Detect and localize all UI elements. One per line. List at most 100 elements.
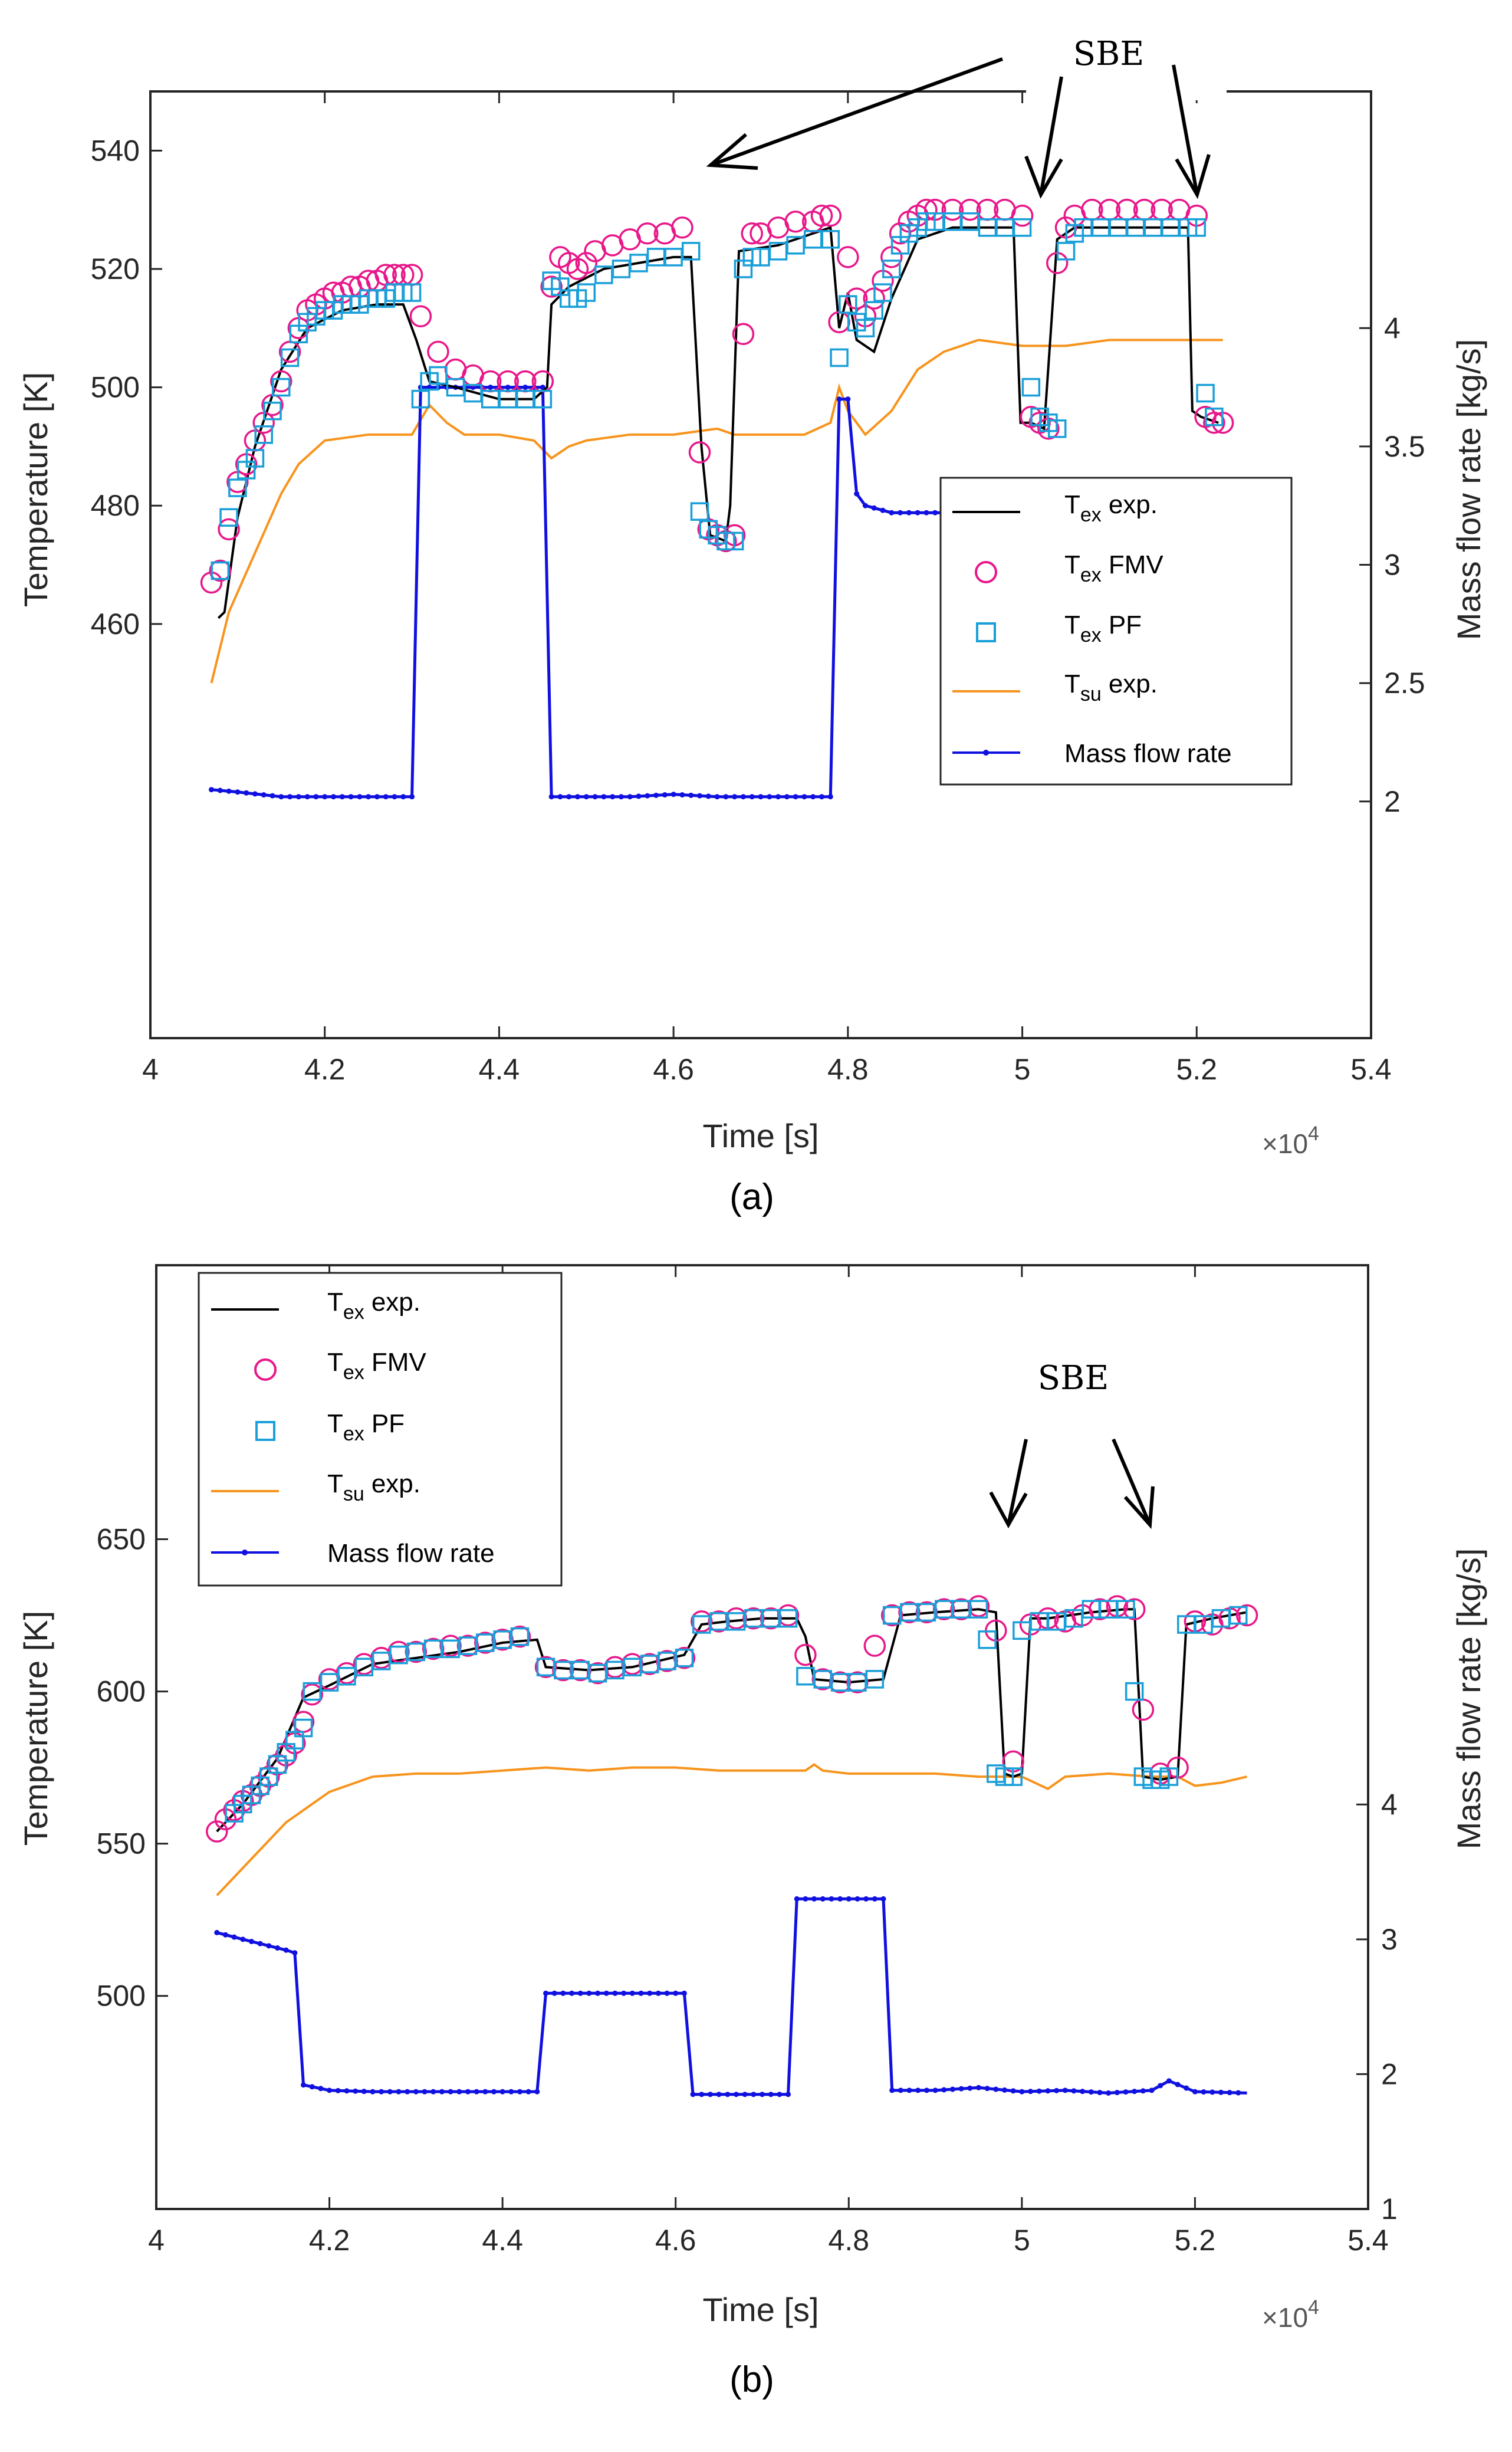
x-tick-label-a: 4.6 bbox=[653, 1053, 694, 1086]
series-pf-point-a bbox=[856, 319, 875, 337]
series-pf-point-a bbox=[1047, 419, 1067, 438]
series-fmv-point-a bbox=[784, 210, 807, 233]
y-right-tick-label-b: 1 bbox=[1381, 2192, 1398, 2225]
series-pf-point-a bbox=[429, 366, 448, 385]
series-mass-flow-point-b bbox=[491, 2089, 497, 2095]
sbe-arrows-a bbox=[706, 57, 1211, 199]
series-mass-flow-point-a bbox=[566, 794, 572, 800]
series-mass-flow-point-a bbox=[801, 794, 807, 800]
series-mass-flow-point-b bbox=[551, 1990, 557, 1996]
series-mass-flow-point-b bbox=[1227, 2090, 1232, 2096]
series-mass-flow-point-a bbox=[592, 794, 598, 800]
series-fmv-point-a bbox=[810, 204, 833, 227]
legend-a-label-tex-exp: Tex exp. bbox=[1064, 490, 1158, 526]
series-mass-flow-point-a bbox=[854, 491, 860, 497]
series-mass-flow-point-a bbox=[827, 794, 833, 800]
series-pf-point-a bbox=[402, 283, 422, 302]
series-mass-flow-point-b bbox=[751, 2092, 757, 2098]
series-mass-flow-point-a bbox=[810, 794, 816, 800]
series-pf-point-a bbox=[690, 502, 709, 521]
series-mass-flow-point-a bbox=[209, 787, 214, 793]
series-fmv-point-a bbox=[941, 198, 964, 221]
series-mass-flow-point-a bbox=[845, 396, 851, 402]
series-mass-flow-point-b bbox=[768, 2092, 774, 2098]
series-mass-flow-point-b bbox=[699, 2092, 705, 2098]
series-mass-flow-point-b bbox=[1002, 2087, 1007, 2093]
series-pf-point-b bbox=[675, 1649, 694, 1668]
series-mass-flow-point-b bbox=[1192, 2089, 1198, 2095]
series-mass-flow-point-a bbox=[775, 794, 781, 800]
series-pf-point-a bbox=[830, 348, 849, 367]
sbe-annotation-b: SBE bbox=[1038, 1359, 1109, 1397]
series-mass-flow-point-a bbox=[793, 794, 798, 800]
series-mass-flow-point-b bbox=[690, 2092, 696, 2098]
series-mass-flow-point-b bbox=[1088, 2089, 1094, 2095]
series-mass-flow-point-a bbox=[618, 794, 624, 800]
series-pf-point-b bbox=[294, 1718, 313, 1738]
legend-a-label-fmv: Tex FMV bbox=[1064, 550, 1163, 586]
series-mass-flow-point-b bbox=[231, 1934, 237, 1940]
series-mass-flow-point-b bbox=[1209, 2089, 1215, 2095]
series-mass-flow-point-b bbox=[413, 2089, 419, 2095]
series-mass-flow-point-b bbox=[898, 2087, 903, 2093]
series-pf-point-a bbox=[219, 508, 238, 527]
series-mass-flow-point-b bbox=[301, 2082, 307, 2088]
series-mass-flow-point-b bbox=[889, 2087, 895, 2093]
series-fmv-point-a bbox=[409, 305, 432, 327]
series-mass-flow-point-b bbox=[405, 2089, 410, 2095]
series-mass-flow-point-a bbox=[557, 794, 563, 800]
series-mass-flow-point-b bbox=[803, 1896, 808, 1902]
series-mass-flow-point-b bbox=[370, 2089, 376, 2095]
series-mass-flow-point-a bbox=[235, 789, 241, 795]
series-mass-flow-point-b bbox=[1149, 2087, 1155, 2093]
series-mass-flow-point-a bbox=[662, 792, 668, 798]
series-mass-flow-point-b bbox=[880, 1896, 886, 1902]
series-fmv-point-a bbox=[837, 246, 859, 268]
caption-b: (b) bbox=[729, 2359, 774, 2400]
series-pf-point-b bbox=[1004, 1767, 1023, 1786]
series-mass-flow-point-a bbox=[217, 787, 223, 793]
series-pf-point-a bbox=[1205, 407, 1224, 426]
series-mass-flow-point-b bbox=[534, 2089, 540, 2095]
series-pf-point-a bbox=[1013, 218, 1032, 237]
x-tick-label-b: 4 bbox=[148, 2224, 165, 2257]
series-pf-point-a bbox=[411, 389, 430, 409]
series-mass-flow-point-b bbox=[560, 1990, 566, 1996]
x-exponent-power-b: 4 bbox=[1308, 2296, 1319, 2319]
series-mass-flow-point-a bbox=[627, 794, 633, 800]
series-mass-flow-point-b bbox=[508, 2089, 514, 2095]
caption-a: (a) bbox=[729, 1177, 774, 1217]
series-mass-flow-point-b bbox=[422, 2089, 428, 2095]
series-mass-flow-point-b bbox=[257, 1941, 263, 1946]
legend-a-label-pf: Tex PF bbox=[1064, 610, 1142, 646]
series-mass-flow-point-a bbox=[583, 794, 589, 800]
series-mass-flow-point-b bbox=[327, 2087, 333, 2093]
y-right-axis-label-b: Mass flow rate [kg/s] bbox=[1450, 1548, 1487, 1849]
legend-a-label-tsu: Tsu exp. bbox=[1064, 669, 1158, 705]
x-exponent-a: ×104 bbox=[1262, 1122, 1319, 1159]
series-mass-flow-point-b bbox=[760, 2092, 765, 2098]
series-mass-flow-point-a bbox=[714, 794, 720, 800]
series-pf-point-b bbox=[969, 1600, 988, 1619]
series-mass-flow-point-b bbox=[1028, 2089, 1034, 2095]
x-tick-label-b: 5.4 bbox=[1347, 2224, 1389, 2257]
series-pf-point-a bbox=[263, 401, 282, 421]
series-mass-flow-point-a bbox=[366, 794, 372, 800]
series-mass-flow-point-b bbox=[456, 2089, 462, 2095]
series-mass-flow-point-a bbox=[819, 794, 824, 800]
series-mass-flow-point-a bbox=[898, 510, 903, 516]
legend-b-label-fmv: Tex FMV bbox=[327, 1348, 426, 1384]
series-pf-point-b bbox=[1229, 1606, 1248, 1625]
series-mass-flow-point-b bbox=[240, 1936, 246, 1942]
series-mass-flow-point-b bbox=[837, 1896, 843, 1902]
series-mass-flow-point-b bbox=[733, 2092, 739, 2098]
series-mass-flow-point-b bbox=[248, 1939, 254, 1945]
y-left-tick-label-a: 520 bbox=[91, 252, 140, 285]
series-mass-flow-point-b bbox=[344, 2088, 350, 2094]
series-pf-point-a bbox=[272, 378, 291, 397]
series-mass-flow-point-b bbox=[396, 2089, 402, 2095]
series-mass-flow-point-a bbox=[880, 507, 886, 513]
series-fmv-point-a bbox=[270, 370, 292, 393]
series-fmv-point-a bbox=[732, 323, 755, 346]
